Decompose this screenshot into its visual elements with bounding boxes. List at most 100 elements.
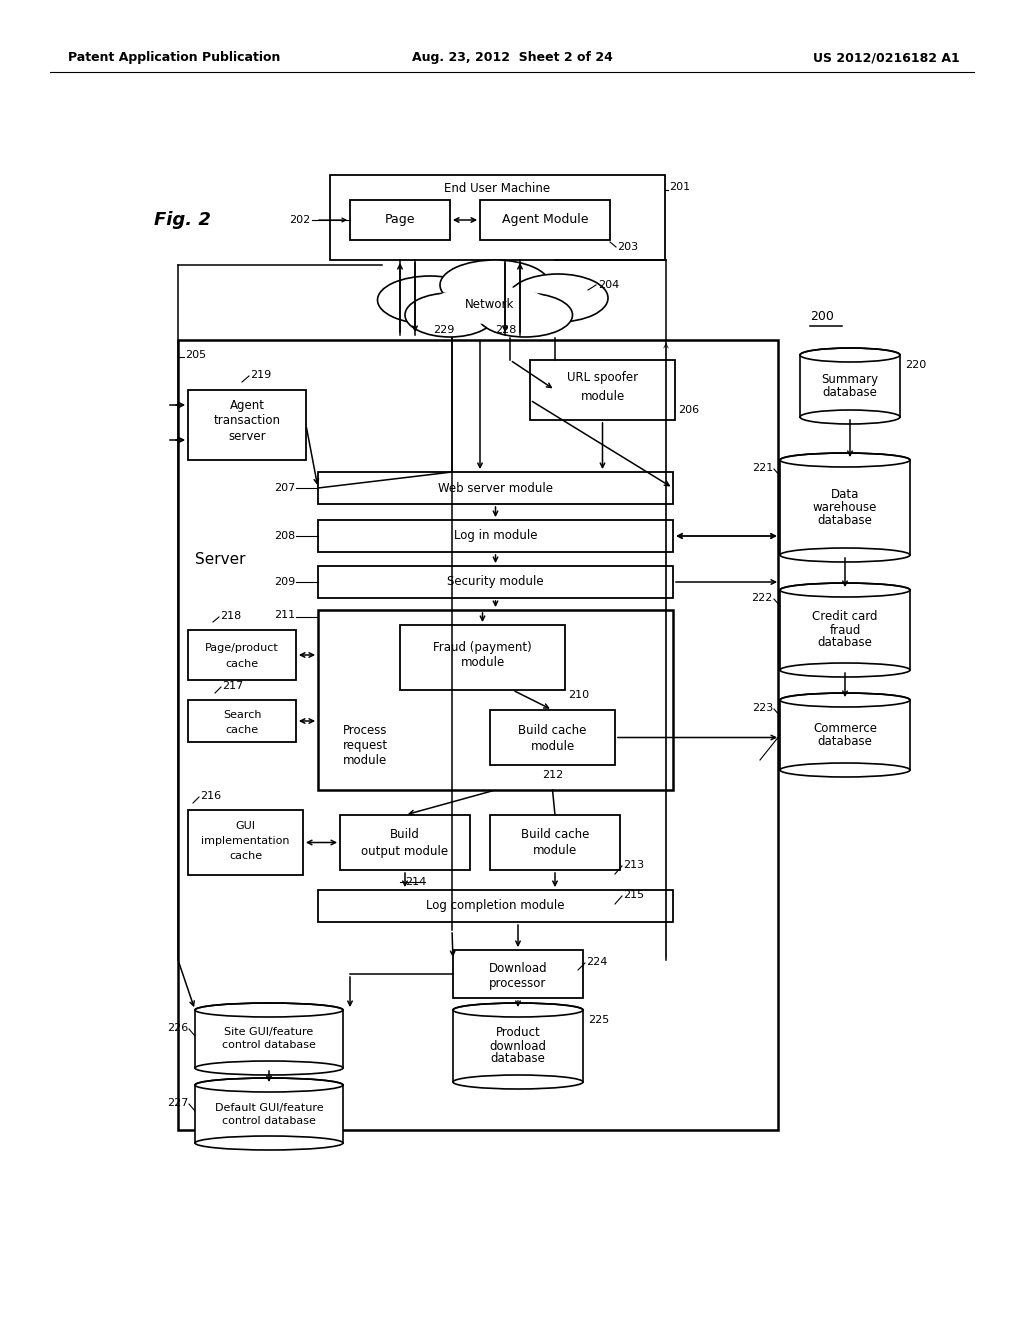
Text: module: module (581, 389, 625, 403)
Text: processor: processor (489, 978, 547, 990)
Text: 207: 207 (273, 483, 295, 492)
Text: Fraud (payment): Fraud (payment) (433, 640, 531, 653)
Text: Aug. 23, 2012  Sheet 2 of 24: Aug. 23, 2012 Sheet 2 of 24 (412, 51, 612, 65)
Text: 225: 225 (588, 1015, 609, 1026)
Text: cache: cache (225, 725, 259, 735)
FancyBboxPatch shape (330, 176, 665, 260)
Text: Security module: Security module (447, 576, 544, 589)
Text: download: download (489, 1040, 547, 1052)
Text: database: database (817, 735, 872, 748)
Text: Server: Server (195, 553, 246, 568)
Ellipse shape (195, 1003, 343, 1016)
FancyBboxPatch shape (340, 814, 470, 870)
Ellipse shape (195, 1061, 343, 1074)
Text: request: request (342, 738, 387, 751)
Bar (780, 700, 910, 770)
Text: Summary: Summary (821, 374, 879, 385)
Text: 204: 204 (598, 280, 620, 290)
Text: Credit card: Credit card (812, 610, 878, 623)
Ellipse shape (780, 548, 910, 562)
Text: cache: cache (229, 851, 262, 861)
Ellipse shape (195, 1137, 343, 1150)
Text: Log in module: Log in module (454, 529, 538, 543)
Text: GUI: GUI (236, 821, 256, 832)
FancyBboxPatch shape (400, 624, 565, 690)
Ellipse shape (453, 1074, 583, 1089)
Text: Network: Network (465, 298, 515, 312)
Text: 202: 202 (289, 215, 310, 224)
Text: Commerce: Commerce (813, 722, 877, 735)
Text: Agent Module: Agent Module (502, 214, 588, 227)
Text: module: module (530, 739, 574, 752)
Text: 215: 215 (623, 890, 644, 900)
Text: Agent: Agent (229, 399, 264, 412)
Text: 201: 201 (669, 182, 690, 191)
Ellipse shape (195, 1078, 343, 1092)
Ellipse shape (780, 693, 910, 708)
Ellipse shape (440, 260, 550, 310)
Ellipse shape (780, 663, 910, 677)
Bar (800, 355, 900, 417)
Text: End User Machine: End User Machine (444, 181, 551, 194)
FancyBboxPatch shape (178, 341, 778, 1130)
Text: control database: control database (222, 1115, 316, 1126)
Text: 226: 226 (167, 1023, 188, 1034)
Text: Search: Search (223, 710, 261, 719)
Text: Log completion module: Log completion module (426, 899, 565, 912)
Text: 220: 220 (905, 360, 927, 370)
Ellipse shape (430, 286, 550, 323)
FancyBboxPatch shape (318, 890, 673, 921)
Ellipse shape (780, 583, 910, 597)
Text: 208: 208 (273, 531, 295, 541)
FancyBboxPatch shape (318, 610, 673, 789)
Text: database: database (822, 385, 878, 399)
Text: 217: 217 (222, 681, 244, 690)
FancyBboxPatch shape (530, 360, 675, 420)
Text: Site GUI/feature: Site GUI/feature (224, 1027, 313, 1038)
Text: module: module (343, 754, 387, 767)
Ellipse shape (477, 293, 572, 337)
Text: US 2012/0216182 A1: US 2012/0216182 A1 (813, 51, 961, 65)
Text: implementation: implementation (202, 836, 290, 846)
Text: 216: 216 (200, 791, 221, 801)
FancyBboxPatch shape (490, 814, 620, 870)
Text: Data: Data (830, 488, 859, 502)
Text: module: module (532, 845, 578, 858)
Bar (195, 1085, 343, 1143)
Bar (195, 1010, 343, 1068)
FancyBboxPatch shape (480, 201, 610, 240)
Text: Web server module: Web server module (438, 482, 553, 495)
Text: Patent Application Publication: Patent Application Publication (68, 51, 281, 65)
Bar (453, 1010, 583, 1082)
FancyBboxPatch shape (188, 389, 306, 459)
Text: 223: 223 (752, 704, 773, 713)
FancyBboxPatch shape (453, 950, 583, 998)
Text: 218: 218 (220, 611, 242, 620)
Ellipse shape (780, 763, 910, 777)
Text: Default GUI/feature: Default GUI/feature (215, 1102, 324, 1113)
Bar (780, 459, 910, 554)
Text: Fig. 2: Fig. 2 (154, 211, 211, 228)
Text: 221: 221 (752, 463, 773, 473)
Text: database: database (817, 513, 872, 527)
Text: 214: 214 (406, 876, 426, 887)
Text: database: database (490, 1052, 546, 1065)
Text: Download: Download (488, 961, 547, 974)
Text: Process: Process (343, 723, 387, 737)
Ellipse shape (780, 453, 910, 467)
Text: fraud: fraud (829, 623, 861, 636)
Ellipse shape (508, 275, 608, 322)
Text: database: database (817, 636, 872, 649)
Text: Build cache: Build cache (518, 723, 587, 737)
Ellipse shape (800, 348, 900, 362)
Text: 211: 211 (273, 610, 295, 620)
Text: 229: 229 (433, 325, 455, 335)
FancyBboxPatch shape (318, 566, 673, 598)
Text: 219: 219 (250, 370, 271, 380)
Text: warehouse: warehouse (813, 502, 878, 513)
FancyBboxPatch shape (318, 473, 673, 504)
Text: control database: control database (222, 1040, 316, 1051)
Text: transaction: transaction (213, 413, 281, 426)
Text: 227: 227 (167, 1098, 188, 1107)
Text: Page/product: Page/product (205, 643, 279, 653)
